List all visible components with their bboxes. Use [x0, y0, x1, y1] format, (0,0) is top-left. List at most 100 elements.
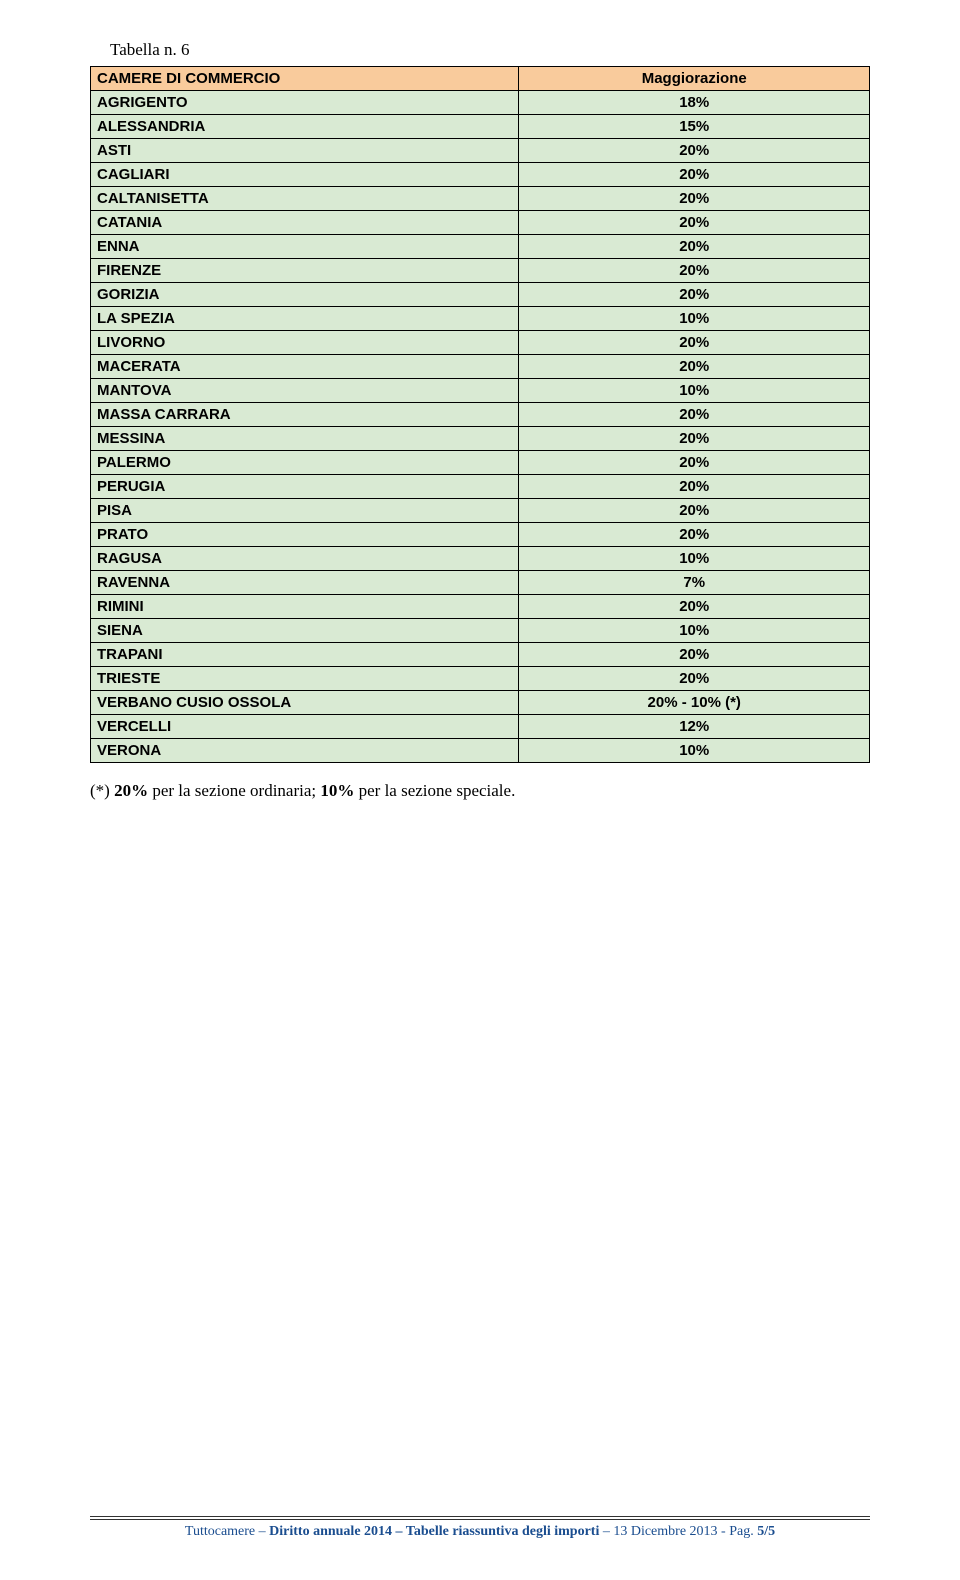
cell-maggiorazione: 20% [519, 259, 870, 283]
cell-camere: FIRENZE [91, 259, 519, 283]
cell-maggiorazione: 20% [519, 475, 870, 499]
footnote: (*) 20% per la sezione ordinaria; 10% pe… [90, 781, 870, 801]
table-row: AGRIGENTO18% [91, 91, 870, 115]
footer-bold: Diritto annuale 2014 – Tabelle riassunti… [269, 1524, 599, 1539]
header-maggiorazione: Maggiorazione [519, 67, 870, 91]
cell-maggiorazione: 20% [519, 643, 870, 667]
cell-maggiorazione: 10% [519, 547, 870, 571]
cell-maggiorazione: 20% [519, 403, 870, 427]
cell-maggiorazione: 20% [519, 331, 870, 355]
cell-maggiorazione: 20% [519, 139, 870, 163]
table-row: SIENA10% [91, 619, 870, 643]
cell-camere: PALERMO [91, 451, 519, 475]
footnote-b2: 10% [320, 781, 354, 800]
cell-camere: PISA [91, 499, 519, 523]
header-camere: CAMERE DI COMMERCIO [91, 67, 519, 91]
cell-camere: RAVENNA [91, 571, 519, 595]
table-row: PALERMO20% [91, 451, 870, 475]
table-row: TRAPANI20% [91, 643, 870, 667]
table-row: ALESSANDRIA15% [91, 115, 870, 139]
cell-camere: LA SPEZIA [91, 307, 519, 331]
cell-camere: ALESSANDRIA [91, 115, 519, 139]
table-header-row: CAMERE DI COMMERCIO Maggiorazione [91, 67, 870, 91]
cell-maggiorazione: 10% [519, 739, 870, 763]
footer-page: 5/5 [757, 1524, 775, 1539]
cell-camere: VERCELLI [91, 715, 519, 739]
table-row: PRATO20% [91, 523, 870, 547]
table-row: RIMINI20% [91, 595, 870, 619]
cell-maggiorazione: 10% [519, 307, 870, 331]
table-row: MANTOVA10% [91, 379, 870, 403]
table-row: VERONA10% [91, 739, 870, 763]
table-row: CALTANISETTA20% [91, 187, 870, 211]
table-row: GORIZIA20% [91, 283, 870, 307]
cell-maggiorazione: 12% [519, 715, 870, 739]
cell-camere: MACERATA [91, 355, 519, 379]
cell-camere: VERBANO CUSIO OSSOLA [91, 691, 519, 715]
cell-maggiorazione: 20% [519, 499, 870, 523]
table-row: CAGLIARI20% [91, 163, 870, 187]
cell-maggiorazione: 20% [519, 451, 870, 475]
cell-camere: TRIESTE [91, 667, 519, 691]
table-row: RAVENNA7% [91, 571, 870, 595]
table-row: FIRENZE20% [91, 259, 870, 283]
cell-maggiorazione: 20% [519, 163, 870, 187]
cell-camere: RIMINI [91, 595, 519, 619]
table-row: LA SPEZIA10% [91, 307, 870, 331]
cell-maggiorazione: 20% [519, 667, 870, 691]
cell-maggiorazione: 7% [519, 571, 870, 595]
table-row: CATANIA20% [91, 211, 870, 235]
cell-maggiorazione: 20% [519, 355, 870, 379]
cell-maggiorazione: 18% [519, 91, 870, 115]
cell-camere: SIENA [91, 619, 519, 643]
table-caption: Tabella n. 6 [110, 40, 870, 60]
cell-camere: PRATO [91, 523, 519, 547]
footnote-b1: 20% [114, 781, 148, 800]
table-row: VERCELLI12% [91, 715, 870, 739]
table-row: RAGUSA10% [91, 547, 870, 571]
cell-maggiorazione: 20% [519, 427, 870, 451]
table-row: VERBANO CUSIO OSSOLA20% - 10% (*) [91, 691, 870, 715]
cell-camere: ASTI [91, 139, 519, 163]
cell-maggiorazione: 15% [519, 115, 870, 139]
cell-maggiorazione: 10% [519, 379, 870, 403]
cell-camere: ENNA [91, 235, 519, 259]
cell-camere: GORIZIA [91, 283, 519, 307]
cell-maggiorazione: 20% - 10% (*) [519, 691, 870, 715]
table-row: LIVORNO20% [91, 331, 870, 355]
cell-camere: CAGLIARI [91, 163, 519, 187]
table-row: PISA20% [91, 499, 870, 523]
cell-camere: VERONA [91, 739, 519, 763]
footer-p1: Tuttocamere – [185, 1524, 269, 1539]
cell-camere: RAGUSA [91, 547, 519, 571]
table-row: ASTI20% [91, 139, 870, 163]
footnote-mid: per la sezione ordinaria; [148, 781, 320, 800]
footnote-prefix: (*) [90, 781, 114, 800]
cell-maggiorazione: 20% [519, 595, 870, 619]
cell-camere: MASSA CARRARA [91, 403, 519, 427]
cell-camere: LIVORNO [91, 331, 519, 355]
cell-maggiorazione: 20% [519, 187, 870, 211]
cell-camere: CATANIA [91, 211, 519, 235]
table-row: TRIESTE20% [91, 667, 870, 691]
cell-camere: TRAPANI [91, 643, 519, 667]
page-footer: Tuttocamere – Diritto annuale 2014 – Tab… [90, 1516, 870, 1540]
table-row: MESSINA20% [91, 427, 870, 451]
table-row: MASSA CARRARA20% [91, 403, 870, 427]
cell-maggiorazione: 20% [519, 211, 870, 235]
cell-camere: CALTANISETTA [91, 187, 519, 211]
cell-camere: PERUGIA [91, 475, 519, 499]
table-row: ENNA20% [91, 235, 870, 259]
cell-camere: AGRIGENTO [91, 91, 519, 115]
cell-maggiorazione: 10% [519, 619, 870, 643]
table-row: PERUGIA20% [91, 475, 870, 499]
cell-camere: MANTOVA [91, 379, 519, 403]
cell-maggiorazione: 20% [519, 235, 870, 259]
cell-maggiorazione: 20% [519, 283, 870, 307]
footer-p2: – 13 Dicembre 2013 - Pag. [599, 1524, 757, 1539]
cell-camere: MESSINA [91, 427, 519, 451]
footnote-end: per la sezione speciale. [354, 781, 515, 800]
table-row: MACERATA20% [91, 355, 870, 379]
cell-maggiorazione: 20% [519, 523, 870, 547]
maggiorazione-table: CAMERE DI COMMERCIO Maggiorazione AGRIGE… [90, 66, 870, 763]
